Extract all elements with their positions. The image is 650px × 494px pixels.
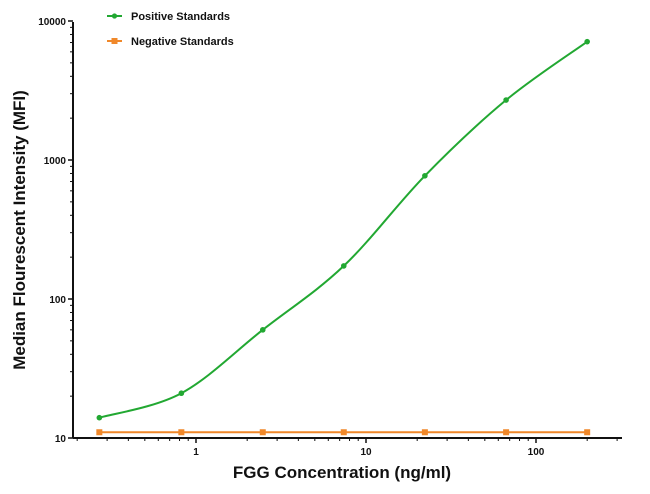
data-point-square-icon [421,429,428,436]
x-tick-label: 100 [528,447,545,458]
y-tick-label: 1000 [44,156,67,167]
data-point-circle-icon [259,327,266,333]
x-tick-label: 1 [193,447,199,458]
data-point-circle-icon [422,172,428,179]
legend-positive-label: Positive Standards [131,11,230,23]
series-layer [96,38,591,436]
x-axis: 1 10 100 [73,437,622,458]
data-point-square-icon [584,429,591,436]
y-tick-label: 100 [49,295,66,306]
y-axis-title: Median Flourescent Intensity (MFI) [10,90,29,370]
data-point-circle-icon [584,38,590,45]
data-point-square-icon [340,429,347,436]
legend: Positive Standards Negative Standards [107,11,234,48]
y-axis: 10 100 1000 10000 [38,17,74,445]
series-negative [96,429,591,436]
data-point-circle-icon [178,390,185,397]
series-line [99,40,588,419]
y-tick-label: 10 [55,434,67,445]
data-point-circle-icon [340,263,347,269]
data-point-square-icon [96,429,103,436]
y-tick-label: 10000 [38,17,66,28]
legend-item-negative: Negative Standards [107,36,234,48]
series-positive [96,38,590,421]
x-tick-label: 10 [360,447,372,458]
legend-item-positive: Positive Standards [107,11,230,23]
legend-negative-label: Negative Standards [131,36,234,48]
data-point-square-icon [259,429,266,436]
data-point-square-icon [178,429,185,436]
legend-positive-marker-icon [111,13,118,19]
data-point-circle-icon [96,414,103,421]
data-point-square-icon [503,429,510,436]
x-axis-title: FGG Concentration (ng/ml) [233,463,451,482]
data-point-circle-icon [503,97,509,103]
legend-negative-marker-icon [111,38,118,44]
